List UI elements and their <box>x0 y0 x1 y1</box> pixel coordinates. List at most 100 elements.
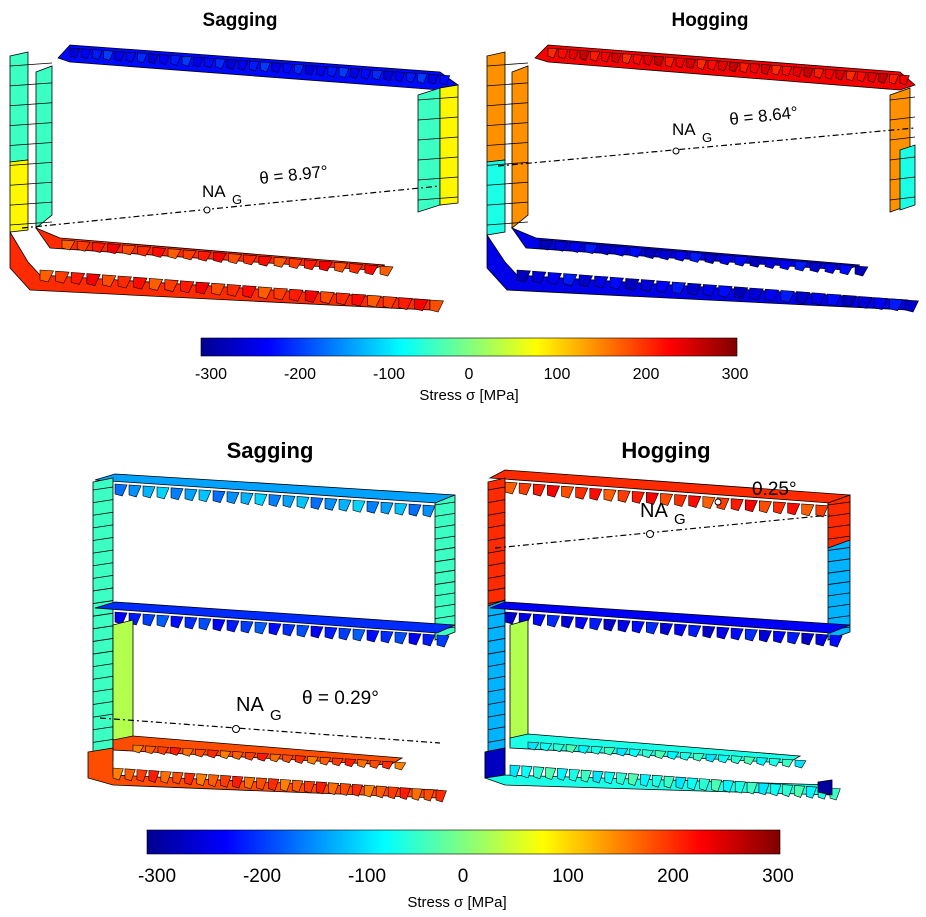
top-sagging-theta: θ = 8.97° <box>258 162 328 188</box>
stiffener <box>842 294 857 308</box>
bottom-hogging-db-stiffeners <box>527 741 807 769</box>
bottom-tick-label: 300 <box>762 866 794 887</box>
stiffener <box>793 66 804 78</box>
side-stiffener <box>487 587 506 592</box>
top-sagging-deck-stiffeners <box>69 47 451 86</box>
side-stiffener <box>92 574 114 579</box>
stiffener <box>796 291 811 304</box>
bottom-hogging-inner-bottom-stiffeners <box>504 611 843 648</box>
stiffener <box>228 253 243 264</box>
stiffener <box>70 272 86 285</box>
stiffener <box>540 742 553 752</box>
stiffener <box>350 68 361 79</box>
stiffener <box>428 73 440 85</box>
stiffener <box>697 59 708 70</box>
stiffener <box>55 270 70 284</box>
stiffener <box>366 500 380 514</box>
stiffener <box>780 290 795 303</box>
top-sagging-na-annotation: NA G θ = 8.97° <box>202 162 329 207</box>
stiffener <box>603 618 617 632</box>
stiffener <box>770 783 782 797</box>
side-stiffener <box>434 603 456 608</box>
bottom-sagging-left-side <box>92 477 114 769</box>
stiffener <box>688 495 702 508</box>
side-stiffener <box>92 524 114 529</box>
bottom-hogging-section <box>484 469 851 801</box>
stiffener <box>616 747 629 757</box>
stiffener <box>631 620 645 634</box>
stiffener <box>729 61 740 73</box>
stiffener <box>324 626 338 640</box>
stiffener <box>660 622 674 636</box>
stiffener <box>282 63 294 74</box>
stiffener <box>617 619 631 633</box>
side-stiffener <box>92 738 114 743</box>
stiffener <box>504 611 518 625</box>
side-stiffener <box>889 196 916 201</box>
stiffener <box>198 617 212 631</box>
stiffener <box>408 632 422 646</box>
stiffener <box>69 47 81 59</box>
stiffener <box>749 257 764 268</box>
side-stiffener <box>417 136 459 141</box>
stiffener <box>674 250 689 262</box>
stiffener <box>80 48 92 60</box>
stiffener <box>689 252 704 263</box>
stiffener <box>226 284 242 297</box>
stiffener <box>699 778 711 792</box>
stiffener <box>170 487 184 501</box>
side-stiffener <box>9 201 53 206</box>
stiffener <box>76 240 91 252</box>
stiffener <box>734 255 749 267</box>
top-sagging-na-marker <box>203 206 211 214</box>
stiffener <box>746 781 758 795</box>
stiffener <box>349 263 364 274</box>
stiffener <box>366 629 380 643</box>
bottom-hogging-bottom-end <box>817 779 833 796</box>
stiffener <box>688 624 702 638</box>
side-stiffener <box>434 558 456 563</box>
bottom-colorbar <box>146 829 781 855</box>
stiffener <box>809 261 824 273</box>
stiffener <box>589 617 603 631</box>
stiffener <box>663 775 675 789</box>
stiffener <box>625 278 640 291</box>
stiffener <box>182 249 197 261</box>
side-stiffener <box>889 96 916 101</box>
stiffener <box>184 772 196 786</box>
stiffener <box>142 485 156 499</box>
stiffener <box>122 244 137 256</box>
stiffener <box>320 291 335 304</box>
stiffener <box>379 265 394 277</box>
side-stiffener <box>487 701 506 705</box>
stiffener <box>744 499 758 513</box>
stiffener <box>372 69 383 81</box>
stiffener <box>509 764 521 778</box>
top-sagging-side-stiffeners <box>9 62 53 226</box>
stiffener <box>294 755 307 764</box>
stiffener <box>338 498 352 512</box>
stiffener <box>382 296 398 309</box>
stiffener <box>656 280 671 294</box>
side-stiffener <box>487 499 506 504</box>
side-stiffener <box>9 122 53 127</box>
top-sagging-na-line <box>21 185 441 229</box>
bottom-hogging-na-marker <box>646 530 654 538</box>
stiffener <box>616 772 628 786</box>
stiffener <box>268 494 282 507</box>
stiffener <box>578 274 593 288</box>
stiffener <box>592 770 604 784</box>
stiffener <box>622 53 633 65</box>
stiffener <box>759 500 772 514</box>
bottom-hogging-na-text: NA <box>640 500 668 522</box>
stiffener <box>159 54 170 65</box>
top-hogging-inner-bottom-stiffeners <box>539 239 869 277</box>
top-sagging-inner-bottom-stiffeners <box>61 239 394 277</box>
stiffener <box>132 744 145 754</box>
bottom-hogging-na-annotation: NA G 0.25° <box>640 479 797 528</box>
stiffener <box>282 754 294 764</box>
bottom-sagging-section <box>87 473 456 803</box>
stiffener <box>773 501 787 515</box>
stiffener <box>716 626 730 640</box>
side-stiffener <box>92 688 114 693</box>
